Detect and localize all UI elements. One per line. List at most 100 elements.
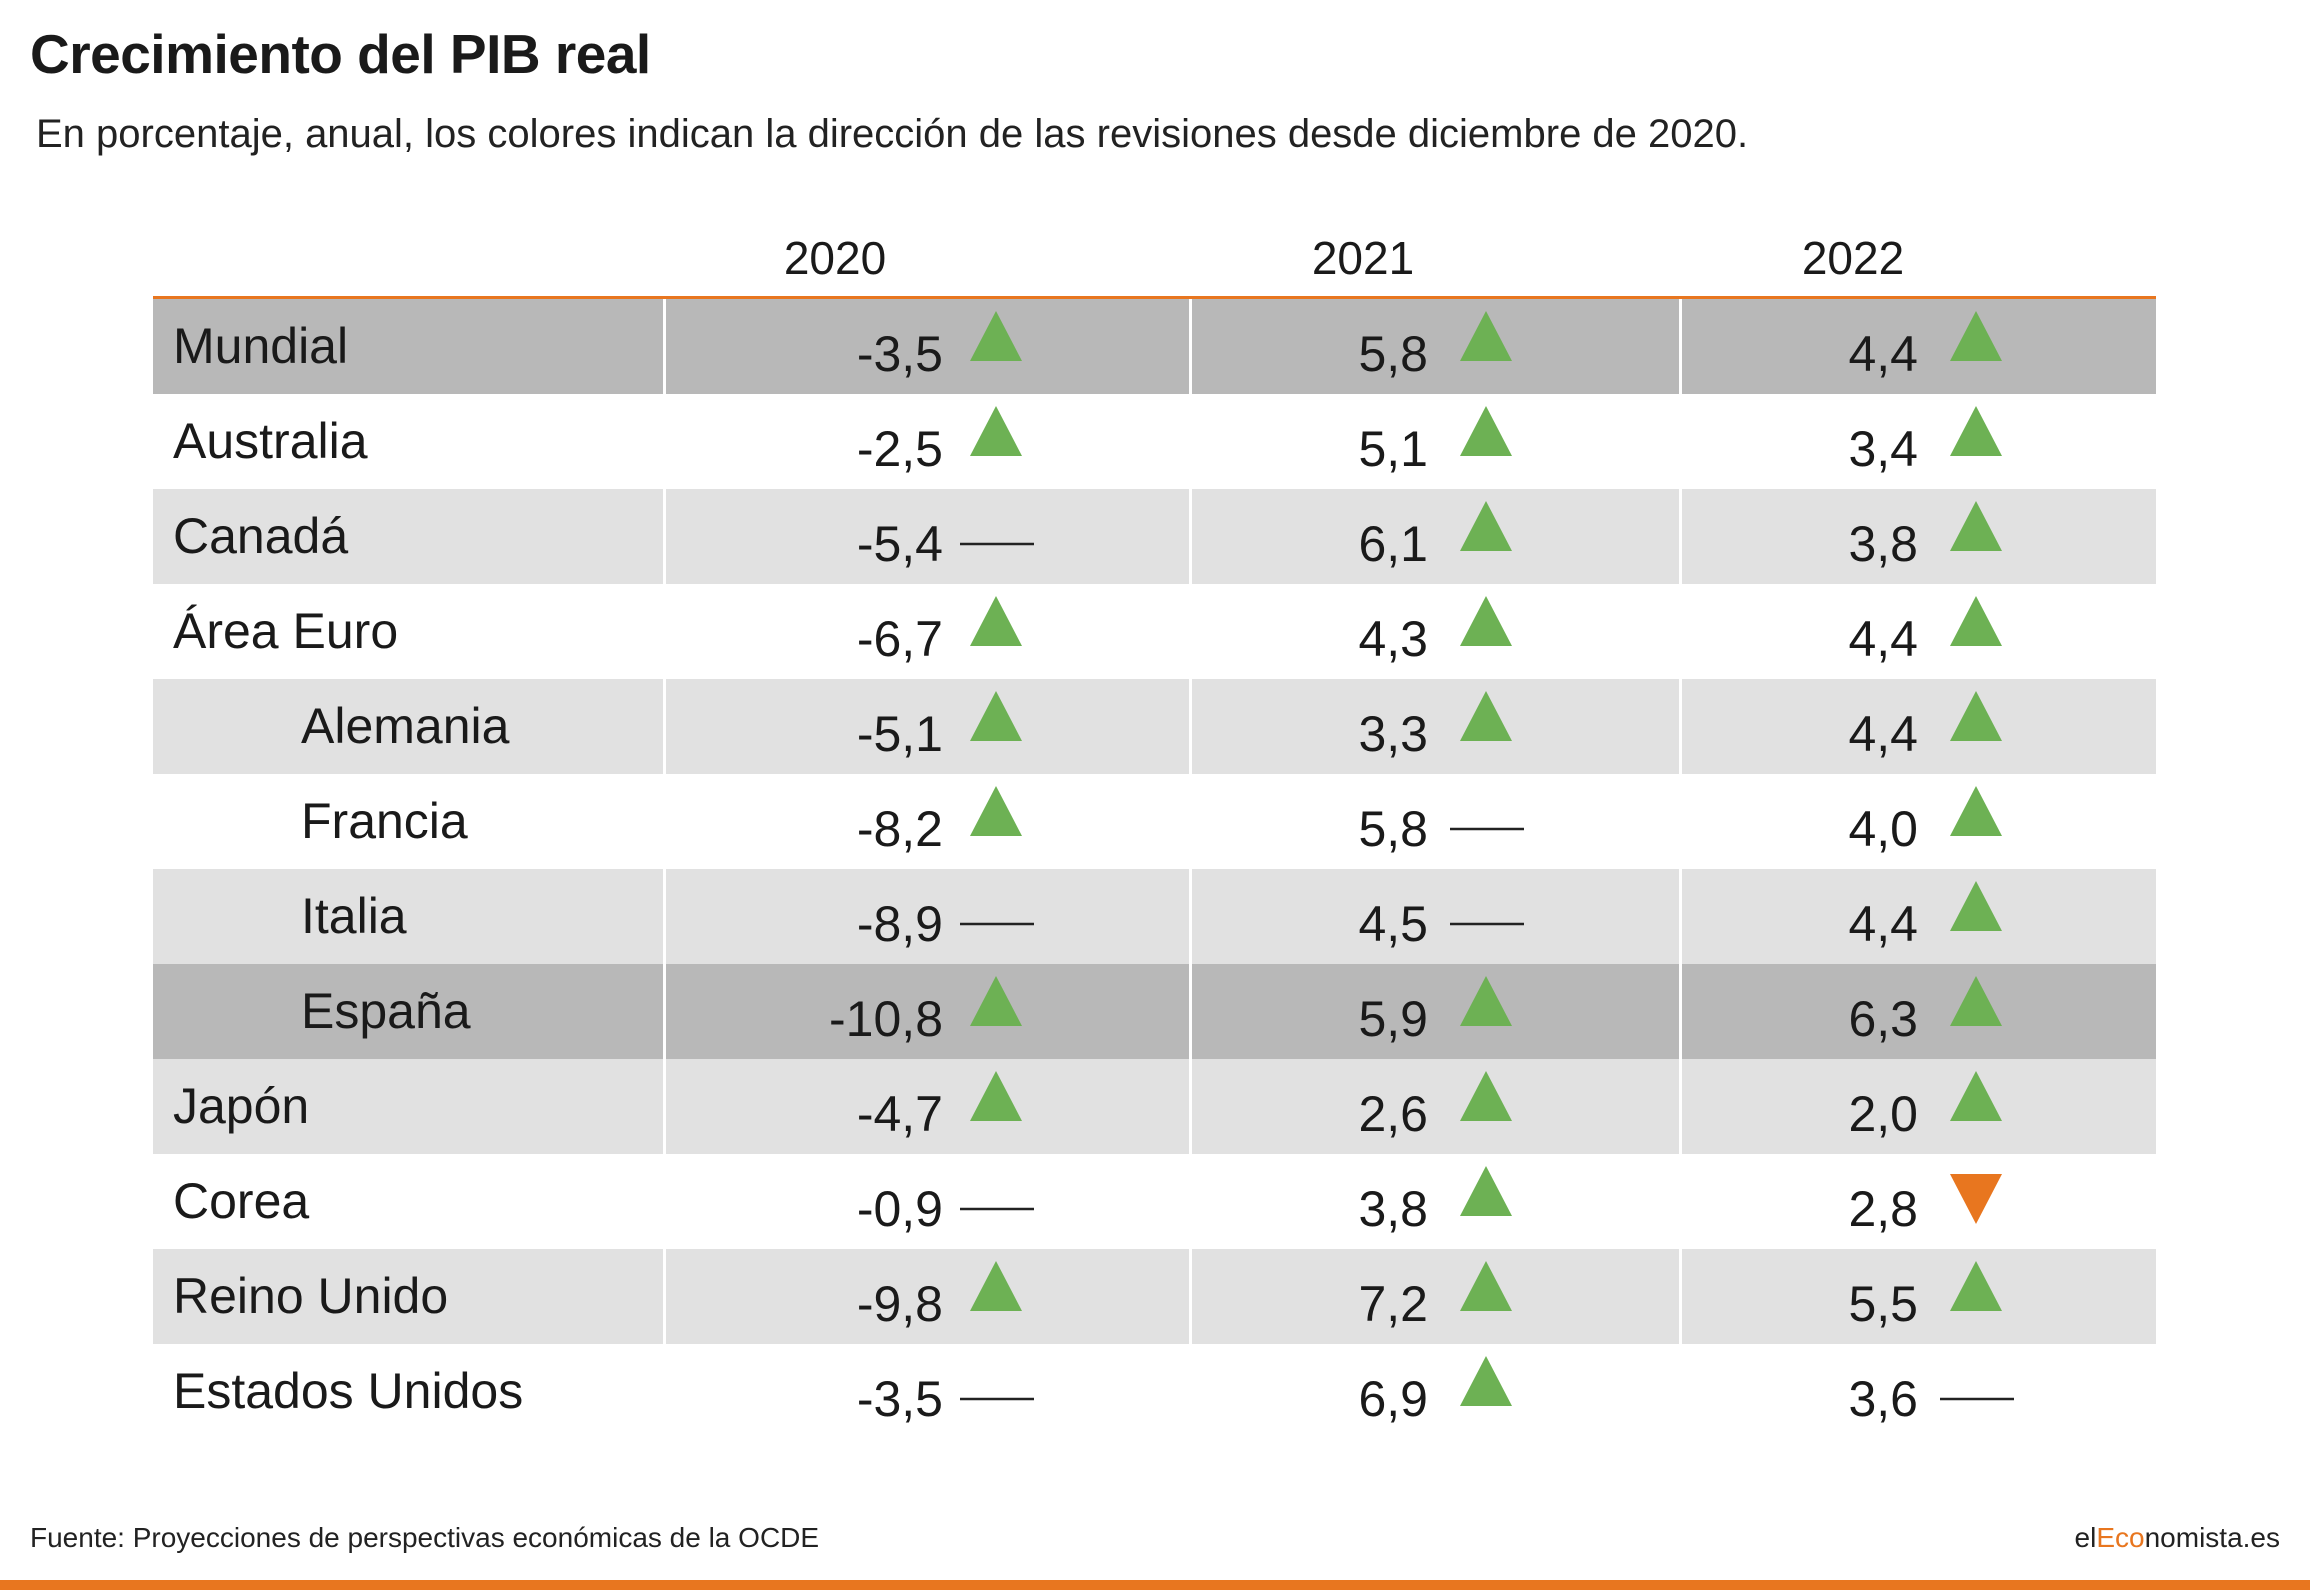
country-label: Mundial [173,318,349,374]
gdp-value-2020: -0,9 [856,1181,943,1237]
value-cell [1682,1249,2156,1344]
gdp-value-2021: 3,8 [1358,1181,1428,1237]
brand-logo: elEconomista.es [2075,1522,2280,1554]
value-cell [1192,489,1679,584]
column-header-2022: 2022 [1801,232,1905,284]
revision-up-icon [970,786,1022,836]
country-label: Francia [301,793,468,849]
bottom-accent-bar [0,1580,2310,1590]
revision-up-icon [1950,596,2002,646]
value-cell [1192,1059,1679,1154]
value-cell [1192,1344,1679,1439]
value-cell [1682,774,2156,869]
value-cell [1192,679,1679,774]
revision-unchanged-icon [1940,1397,2014,1401]
country-label: Japón [173,1078,310,1134]
value-cell [1682,964,2156,1059]
revision-up-icon [1950,786,2002,836]
revision-up-icon [1950,1261,2002,1311]
revision-up-icon [1460,1356,1512,1406]
gdp-value-2022: 3,6 [1848,1371,1918,1427]
gdp-value-2020: -2,5 [856,421,943,477]
gdp-table: Mundial -3,5 5,8 4,4 Australia -2,5 5,1 3,4 Cana… [153,299,2156,1439]
gdp-value-2020: -5,1 [856,706,943,762]
country-label: Italia [301,888,407,944]
revision-up-icon [1460,501,1512,551]
revision-up-icon [1460,596,1512,646]
table-row: Estados Unidos -3,5 6,9 3,6 [153,1344,2156,1439]
revision-up-icon [1950,691,2002,741]
value-cell [1682,1059,2156,1154]
revision-unchanged-icon [960,922,1034,926]
gdp-value-2022: 3,4 [1848,421,1918,477]
gdp-value-2022: 2,0 [1848,1086,1918,1142]
revision-up-icon [1950,311,2002,361]
country-label: Australia [173,413,368,469]
value-cell [1682,869,2156,964]
gdp-value-2022: 4,4 [1848,896,1918,952]
revision-up-icon [970,1261,1022,1311]
gdp-value-2022: 4,4 [1848,326,1918,382]
gdp-value-2021: 5,8 [1358,326,1428,382]
revision-up-icon [970,691,1022,741]
table-row: Área Euro -6,7 4,3 4,4 [153,584,2156,679]
value-cell [1192,869,1679,964]
gdp-value-2020: -8,2 [856,801,943,857]
revision-up-icon [970,596,1022,646]
revision-up-icon [1460,406,1512,456]
country-cell [153,964,663,1059]
revision-unchanged-icon [1450,827,1524,831]
revision-unchanged-icon [960,542,1034,546]
table-row: Francia -8,2 5,8 4,0 [153,774,2156,869]
gdp-value-2020: -3,5 [856,326,943,382]
value-cell [1192,1154,1679,1249]
country-cell [153,489,663,584]
gdp-value-2020: -5,4 [856,516,943,572]
revision-up-icon [970,1071,1022,1121]
gdp-value-2022: 4,0 [1848,801,1918,857]
table-header: 2020 2021 2022 [153,218,2156,298]
country-label: Reino Unido [173,1268,449,1324]
gdp-value-2021: 6,1 [1358,516,1428,572]
value-cell [1682,1344,2156,1439]
country-label: Área Euro [173,603,399,659]
revision-up-icon [1460,1071,1512,1121]
gdp-value-2022: 6,3 [1848,991,1918,1047]
gdp-value-2022: 4,4 [1848,611,1918,667]
revision-unchanged-icon [960,1397,1034,1401]
gdp-value-2021: 5,1 [1358,421,1428,477]
revision-unchanged-icon [1450,922,1524,926]
revision-up-icon [1460,311,1512,361]
revision-up-icon [1460,1261,1512,1311]
gdp-value-2021: 3,3 [1358,706,1428,762]
header-rule [153,296,2156,299]
value-cell [666,299,1189,394]
value-cell [1192,584,1679,679]
table-row: Canadá -5,4 6,1 3,8 [153,489,2156,584]
value-cell [666,584,1189,679]
country-cell [153,679,663,774]
revision-up-icon [1950,881,2002,931]
value-cell [1682,394,2156,489]
table-row: Australia -2,5 5,1 3,4 [153,394,2156,489]
gdp-value-2020: -6,7 [856,611,943,667]
value-cell [1682,299,2156,394]
table-row: Reino Unido -9,8 7,2 5,5 [153,1249,2156,1344]
value-cell [666,1344,1189,1439]
column-header-2020: 2020 [783,232,887,284]
value-cell [1682,679,2156,774]
gdp-value-2022: 5,5 [1848,1276,1918,1332]
source-note: Fuente: Proyecciones de perspectivas eco… [30,1522,820,1553]
gdp-value-2021: 2,6 [1358,1086,1428,1142]
revision-up-icon [1460,976,1512,1026]
table-row: Mundial -3,5 5,8 4,4 [153,299,2156,394]
value-cell [666,869,1189,964]
country-label: España [301,983,471,1039]
value-cell [1192,299,1679,394]
gdp-value-2021: 4,3 [1358,611,1428,667]
country-cell [153,1344,663,1439]
table-row: Alemania -5,1 3,3 4,4 [153,679,2156,774]
gdp-value-2021: 7,2 [1358,1276,1428,1332]
chart-subtitle: En porcentaje, anual, los colores indica… [36,112,1749,156]
column-header-2021: 2021 [1311,232,1415,284]
